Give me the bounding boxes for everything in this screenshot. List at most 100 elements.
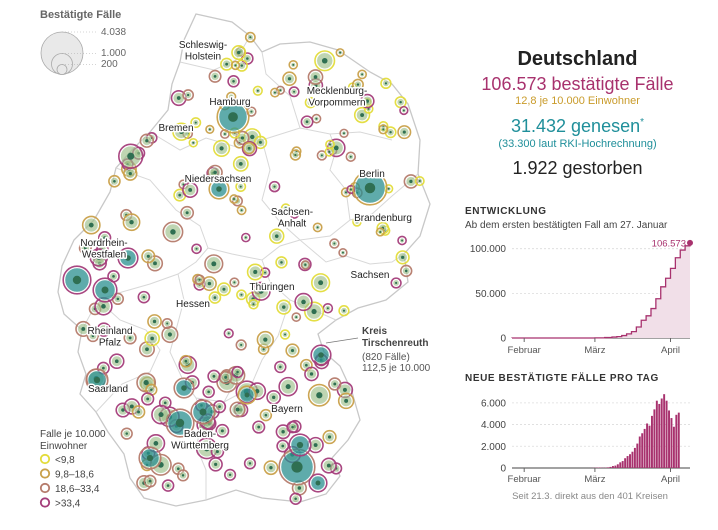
district-bubble[interactable] xyxy=(107,270,120,283)
district-bubble[interactable] xyxy=(131,405,146,419)
district-bubble[interactable] xyxy=(269,87,280,98)
district-bubble[interactable] xyxy=(108,174,121,188)
district-bubble[interactable] xyxy=(320,457,337,474)
district-bubble[interactable] xyxy=(161,479,175,492)
district-bubble[interactable] xyxy=(308,473,328,493)
district-bubble[interactable] xyxy=(180,205,195,220)
district-bubble[interactable] xyxy=(322,429,337,445)
district-bubble[interactable] xyxy=(123,166,138,181)
district-bubble[interactable] xyxy=(139,133,155,148)
district-bubble[interactable] xyxy=(220,57,234,71)
district-bubble[interactable] xyxy=(242,141,256,155)
district-bubble[interactable] xyxy=(278,376,298,397)
district-bubble[interactable] xyxy=(300,115,314,129)
district-bubble[interactable] xyxy=(399,264,413,278)
district-bubble[interactable] xyxy=(243,457,257,470)
district-bubble[interactable] xyxy=(311,273,331,293)
district-bubble[interactable] xyxy=(165,408,195,438)
district-bubble[interactable] xyxy=(276,439,290,453)
district-bubble[interactable] xyxy=(208,69,222,83)
district-bubble[interactable] xyxy=(229,401,246,418)
district-bubble[interactable] xyxy=(378,124,389,135)
district-bubble[interactable] xyxy=(307,383,331,407)
district-bubble[interactable] xyxy=(397,125,412,140)
district-bubble[interactable] xyxy=(218,370,233,385)
district-bubble[interactable] xyxy=(123,331,137,345)
district-bubble[interactable] xyxy=(353,106,371,124)
district-bubble[interactable] xyxy=(230,60,241,71)
district-bubble[interactable] xyxy=(85,368,109,392)
district-bubble[interactable] xyxy=(190,399,216,425)
district-bubble[interactable] xyxy=(380,77,392,90)
district-bubble[interactable] xyxy=(215,423,230,438)
district-bubble[interactable] xyxy=(288,60,299,70)
district-bubble[interactable] xyxy=(259,408,273,422)
district-bubble[interactable] xyxy=(78,241,92,255)
district-bubble[interactable] xyxy=(237,385,257,405)
district-bubble[interactable] xyxy=(208,457,223,472)
district-bubble[interactable] xyxy=(338,305,350,317)
district-bubble[interactable] xyxy=(236,205,247,216)
district-bubble[interactable] xyxy=(208,178,230,200)
district-bubble[interactable] xyxy=(235,181,247,193)
district-bubble[interactable] xyxy=(141,249,156,264)
district-bubble[interactable] xyxy=(288,86,300,98)
district-bubble[interactable] xyxy=(223,468,237,481)
district-bubble[interactable] xyxy=(275,256,288,269)
district-bubble[interactable] xyxy=(282,71,297,87)
district-bubble[interactable] xyxy=(352,170,388,206)
district-bubble[interactable] xyxy=(205,124,215,135)
district-bubble[interactable] xyxy=(276,299,292,315)
district-bubble[interactable] xyxy=(307,436,324,454)
district-bubble[interactable] xyxy=(352,217,362,227)
district-bubble[interactable] xyxy=(397,235,407,246)
district-bubble[interactable] xyxy=(263,460,279,476)
district-bubble[interactable] xyxy=(227,75,240,88)
district-bubble[interactable] xyxy=(300,260,311,270)
district-bubble[interactable] xyxy=(248,298,259,310)
district-bubble[interactable] xyxy=(335,48,345,58)
district-bubble[interactable] xyxy=(62,265,92,295)
district-bubble[interactable] xyxy=(294,292,313,312)
district-bubble[interactable] xyxy=(122,213,141,232)
district-bubble[interactable] xyxy=(143,474,157,488)
district-bubble[interactable] xyxy=(346,184,356,195)
district-bubble[interactable] xyxy=(208,291,222,304)
district-bubble[interactable] xyxy=(147,314,162,329)
district-bubble[interactable] xyxy=(161,317,173,330)
district-bubble[interactable] xyxy=(268,228,285,244)
district-bubble[interactable] xyxy=(304,366,319,382)
district-bubble[interactable] xyxy=(312,222,323,233)
district-bubble[interactable] xyxy=(307,69,324,85)
district-bubble[interactable] xyxy=(246,106,257,117)
district-bubble[interactable] xyxy=(324,147,335,157)
district-bubble[interactable] xyxy=(92,277,118,303)
district-bubble[interactable] xyxy=(280,203,291,214)
district-bubble[interactable] xyxy=(194,274,206,286)
district-bubble[interactable] xyxy=(351,78,364,91)
district-bubble[interactable] xyxy=(207,369,221,383)
district-bubble[interactable] xyxy=(246,263,264,281)
district-bubble[interactable] xyxy=(266,389,282,405)
district-bubble[interactable] xyxy=(303,301,325,322)
district-bubble[interactable] xyxy=(89,248,109,267)
district-bubble[interactable] xyxy=(216,100,250,134)
district-bubble[interactable] xyxy=(252,85,263,96)
district-bubble[interactable] xyxy=(274,360,287,374)
district-bubble[interactable] xyxy=(162,221,184,243)
district-bubble[interactable] xyxy=(229,194,239,204)
germany-map[interactable]: Schleswig-Holstein Hamburg Mecklenburg-Vor… xyxy=(57,13,431,507)
district-bubble[interactable] xyxy=(240,232,251,243)
district-bubble[interactable] xyxy=(190,117,202,129)
district-bubble[interactable] xyxy=(339,128,349,138)
district-bubble[interactable] xyxy=(314,50,336,72)
district-bubble[interactable] xyxy=(268,180,281,193)
district-bubble[interactable] xyxy=(109,353,125,369)
district-bubble[interactable] xyxy=(172,122,191,141)
district-bubbles[interactable] xyxy=(62,31,425,505)
district-bubble[interactable] xyxy=(345,151,356,162)
district-bubble[interactable] xyxy=(118,143,144,169)
district-bubble[interactable] xyxy=(170,90,187,107)
district-bubble[interactable] xyxy=(216,282,231,297)
district-bubble[interactable] xyxy=(259,267,271,278)
